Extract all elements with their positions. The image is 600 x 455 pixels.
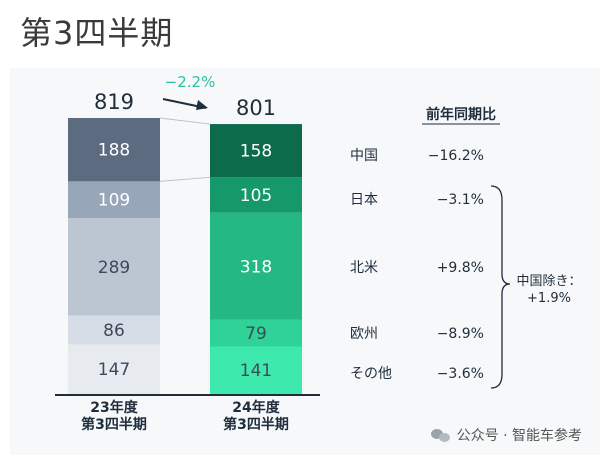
bracket-note-line: 中国除き： [516,274,581,289]
bar-segment-1-3 [68,218,160,316]
wechat-icon [430,427,451,443]
segment-value-label: 147 [98,360,130,380]
change-label: −2.2% [165,73,216,91]
bar-segment-1-2 [68,181,160,219]
category-label: 第3四半期 [223,416,289,433]
total-label: 801 [236,96,276,120]
segment-value-label: 188 [98,141,130,161]
category-label: 23年度 [90,399,138,416]
change-arrow-head [196,100,208,110]
category-label: 24年度 [232,399,280,416]
region-name-2: 日本 [350,192,378,208]
bracket-note-line: +1.9% [527,291,571,306]
total-label: 819 [94,90,134,114]
connector-line [159,117,211,125]
segment-value-label: 158 [240,142,272,162]
segment-value-label: 141 [240,361,272,381]
page-title: 第3四半期 [20,14,174,52]
segment-value-label: 79 [245,324,267,344]
region-yoy-3: +9.8% [437,260,484,276]
bar-segment-2-3 [210,212,302,320]
bar-segment-1-1 [68,118,160,182]
region-yoy-2: −3.1% [437,192,484,208]
segment-value-label: 109 [98,191,130,211]
segment-value-label: 86 [103,321,125,341]
legend-header: 前年同期比 [426,106,496,123]
region-yoy-1: −16.2% [428,148,484,164]
bar-segment-2-5 [210,346,302,394]
bar-segment-1-5 [68,344,160,394]
watermark-text: 公众号 · 智能车参考 [456,428,582,444]
segment-value-label: 289 [98,258,130,278]
region-yoy-4: −8.9% [437,326,484,342]
region-name-4: 欧州 [350,326,378,342]
region-yoy-5: −3.6% [437,366,484,382]
region-name-1: 中国 [350,148,378,164]
bar-segment-2-1 [210,124,302,178]
region-name-3: 北米 [350,260,378,276]
bar-segment-2-2 [210,177,302,213]
category-label: 第3四半期 [81,416,147,433]
segment-value-label: 318 [240,257,272,277]
watermark: 公众号 · 智能车参考 [430,425,582,445]
bracket-brace [490,185,511,389]
bar-segment-2-4 [210,319,302,347]
segment-value-label: 105 [240,186,272,206]
region-name-5: その他 [350,366,392,382]
connector-line [159,176,211,182]
bar-segment-1-4 [68,315,160,345]
